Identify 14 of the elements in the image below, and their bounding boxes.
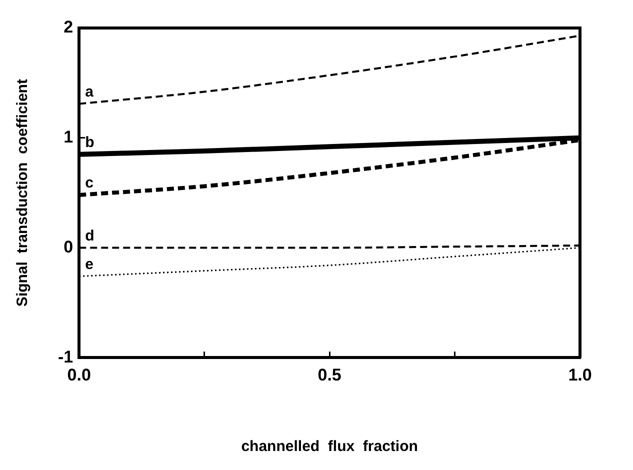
- x-axis-title: channelled flux fraction: [241, 438, 418, 456]
- series-label: a: [85, 83, 94, 100]
- y-tick-label: 0: [64, 237, 74, 256]
- x-tick-label: 0.0: [67, 365, 91, 384]
- series-label: d: [85, 227, 94, 244]
- series-label: c: [85, 174, 94, 192]
- x-tick-label: 0.5: [318, 365, 342, 384]
- y-axis-title: Signal transduction coefficient: [14, 79, 32, 307]
- x-tick-label: 1.0: [568, 365, 592, 384]
- series-label: e: [85, 256, 94, 273]
- y-tick-label: 1: [64, 128, 74, 147]
- y-tick-label: 2: [64, 18, 74, 37]
- series-label: b: [85, 134, 94, 151]
- y-tick-label: -1: [58, 347, 74, 366]
